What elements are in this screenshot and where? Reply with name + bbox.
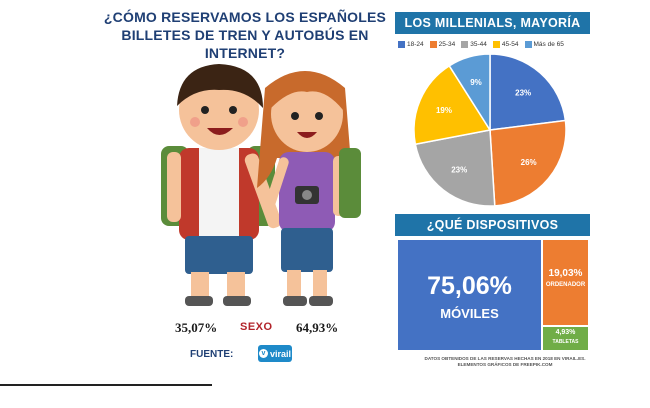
legend-swatch xyxy=(461,40,469,48)
pie-slice xyxy=(413,64,492,146)
pie-slice xyxy=(489,119,567,207)
legend-item: 35-44 xyxy=(461,40,487,48)
treemap-tile-moviles: 75,06% MÓVILES xyxy=(398,240,541,350)
tabletas-label: TABLETAS xyxy=(552,339,579,345)
pie-slice xyxy=(489,53,567,131)
pie-data-label: 23% xyxy=(451,166,467,175)
pie-slice xyxy=(448,53,491,133)
moviles-label: MÓVILES xyxy=(440,306,499,321)
footnote-line-1: DATOS OBTENIDOS DE LAS RESERVAS HECHAS E… xyxy=(424,356,586,361)
boy-figure xyxy=(161,64,282,306)
title-line-2: BILLETES DE TREN Y AUTOBÚS EN INTERNET? xyxy=(121,27,369,61)
treemap-tile-tabletas: 4,93% TABLETAS xyxy=(543,327,588,350)
legend-label: 45-54 xyxy=(501,40,519,48)
ordenador-label: ORDENADOR xyxy=(545,282,586,288)
male-percentage: 35,07% xyxy=(175,320,218,335)
pie-data-label: 9% xyxy=(470,78,482,87)
tabletas-value: 4,93% xyxy=(555,329,576,336)
legend-item: 25-34 xyxy=(429,40,456,48)
devices-chart-title: ¿QUÉ DISPOSITIVOS USAMOS? xyxy=(395,214,590,254)
title-line-1: ¿CÓMO RESERVAMOS LOS ESPAÑOLES xyxy=(103,9,387,25)
footnote-line-2: ELEMENTOS GRÁFICOS DE FREEPIK.COM xyxy=(457,362,553,367)
virail-brand-name: virail xyxy=(269,348,291,359)
age-pie-chart: 23% 26% 23% 19% 9% xyxy=(413,53,567,207)
devices-treemap: 75,06% MÓVILES 19,03% ORDENADOR 4,93% TA… xyxy=(398,240,588,350)
girl-figure xyxy=(257,71,361,306)
footnote: DATOS OBTENIDOS DE LAS RESERVAS HECHAS E… xyxy=(420,356,590,368)
legend-item: Más de 65 xyxy=(524,40,564,48)
sexo-label: SEXO xyxy=(240,321,273,333)
legend-label: 18-24 xyxy=(407,40,424,48)
travellers-illustration xyxy=(161,64,361,306)
page-title: ¿CÓMO RESERVAMOS LOS ESPAÑOLES BILLETES … xyxy=(100,8,390,62)
legend-swatch xyxy=(492,40,500,48)
legend-item: 45-54 xyxy=(492,40,519,48)
female-percentage: 64,93% xyxy=(296,320,339,335)
moviles-value: 75,06% xyxy=(427,272,512,300)
virail-logo: v virail xyxy=(258,345,292,362)
pie-data-label: 26% xyxy=(521,158,537,167)
pie-data-label: 19% xyxy=(436,106,452,115)
legend-item: 18-24 xyxy=(398,40,424,48)
pie-data-label: 23% xyxy=(515,88,531,97)
legend-swatch xyxy=(524,40,532,48)
source-label: FUENTE: xyxy=(190,349,234,360)
pie-legend: 18-24 25-34 35-44 45-54 Más de 65 xyxy=(398,38,588,50)
legend-label: 25-34 xyxy=(438,40,456,48)
pie-chart-title: LOS MILLENIALS, MAYORÍA xyxy=(395,12,590,34)
treemap-tile-ordenador: 19,03% ORDENADOR xyxy=(543,240,588,325)
ordenador-value: 19,03% xyxy=(548,268,583,279)
virail-logo-icon: v xyxy=(258,349,268,358)
legend-label: 35-44 xyxy=(470,40,487,48)
legend-label: Más de 65 xyxy=(533,40,564,48)
legend-swatch xyxy=(429,40,437,48)
pie-slice xyxy=(414,129,496,207)
legend-swatch xyxy=(398,40,405,48)
divider-line xyxy=(0,384,212,386)
